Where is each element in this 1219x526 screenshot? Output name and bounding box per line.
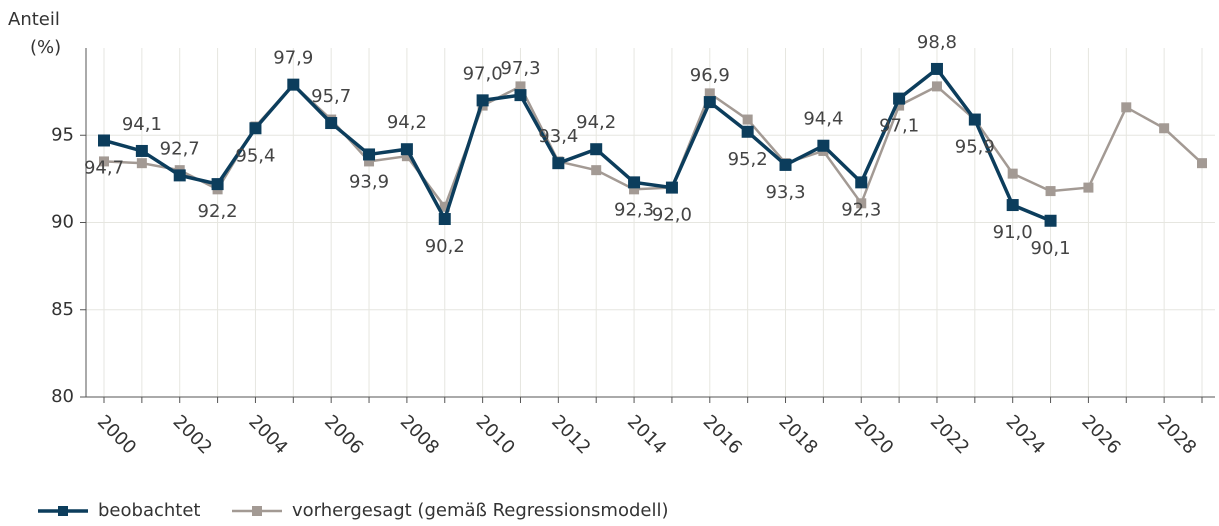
x-tick-label: 2024 [1002, 411, 1049, 458]
data-label: 92,3 [614, 199, 654, 220]
data-label: 95,2 [728, 149, 768, 170]
series-marker [136, 158, 147, 169]
series-marker [249, 122, 262, 135]
series-marker [894, 100, 905, 111]
data-label: 94,2 [576, 112, 616, 133]
series-marker [704, 88, 715, 99]
series-marker [856, 198, 867, 209]
data-label: 96,9 [690, 65, 730, 86]
series-marker [1159, 123, 1170, 134]
series-marker [931, 81, 942, 92]
y-axis-unit: (%) [30, 37, 61, 58]
x-tick-label: 2026 [1077, 411, 1124, 458]
data-label: 94,1 [122, 114, 162, 135]
series-marker [400, 143, 413, 156]
data-label: 97,3 [500, 58, 540, 79]
series-marker [855, 176, 868, 189]
data-label: 92,3 [841, 199, 881, 220]
legend-label: beobachtet [98, 500, 200, 521]
legend-marker [58, 506, 68, 516]
data-label: 91,0 [993, 222, 1033, 243]
series-marker [817, 139, 830, 152]
data-label: 94,4 [803, 109, 843, 130]
series-marker [893, 92, 906, 105]
x-tick-label: 2018 [774, 411, 821, 458]
series-marker [779, 158, 792, 171]
x-tick-label: 2028 [1153, 411, 1200, 458]
x-tick-label: 2004 [244, 411, 291, 458]
data-label: 98,8 [917, 32, 957, 53]
series-marker [439, 201, 450, 212]
series-marker [325, 117, 338, 130]
x-tick-label: 2016 [699, 411, 746, 458]
series-marker [173, 169, 186, 182]
series-marker [1197, 158, 1207, 169]
data-label: 97,9 [273, 48, 313, 69]
data-label: 92,0 [652, 205, 692, 226]
series-marker [968, 113, 981, 126]
data-label: 93,3 [765, 182, 805, 203]
series-marker [363, 148, 376, 161]
series-marker [1083, 182, 1094, 193]
series-marker [629, 184, 640, 195]
series-marker [591, 165, 602, 176]
data-label: 95,4 [235, 145, 275, 166]
series-marker [552, 157, 565, 170]
series-marker [628, 176, 641, 189]
x-tick-label: 2012 [547, 411, 594, 458]
data-label: 94,2 [387, 112, 427, 133]
series-marker [515, 81, 526, 92]
y-axis-label: Anteil [8, 9, 60, 30]
series-marker [99, 156, 109, 167]
y-tick-label: 95 [51, 124, 74, 145]
series-marker [930, 62, 943, 75]
x-tick-label: 2022 [926, 411, 973, 458]
data-label: 90,1 [1031, 238, 1071, 259]
series-marker [401, 151, 412, 162]
y-tick-label: 90 [51, 212, 74, 233]
series-marker [364, 156, 375, 167]
x-tick-label: 2010 [472, 411, 519, 458]
series-marker [476, 94, 489, 107]
legend-label: vorhergesagt (gemäß Regressionsmodell) [292, 500, 668, 521]
series-marker [211, 178, 224, 191]
x-tick-label: 2006 [320, 411, 367, 458]
x-tick-label: 2020 [850, 411, 897, 458]
x-tick-label: 2002 [169, 411, 216, 458]
data-label: 97,0 [463, 63, 503, 84]
series-marker [741, 125, 754, 138]
data-label: 92,2 [198, 201, 238, 222]
series-marker [1045, 186, 1056, 197]
series-marker [98, 134, 110, 147]
data-label: 93,9 [349, 171, 389, 192]
series-marker [1121, 102, 1132, 113]
y-tick-label: 85 [51, 299, 74, 320]
series-marker [1007, 168, 1018, 179]
x-tick-label: 2014 [623, 411, 670, 458]
series-marker [287, 78, 300, 91]
series-marker [1006, 199, 1019, 212]
series-line [103, 66, 1052, 224]
series-marker [665, 181, 678, 194]
x-tick-label: 2008 [396, 411, 443, 458]
data-label: 95,7 [311, 86, 351, 107]
x-tick-label: 2000 [93, 411, 140, 458]
data-label: 93,4 [538, 126, 578, 147]
y-tick-label: 80 [51, 386, 74, 407]
series-marker [1044, 214, 1057, 227]
data-label: 97,1 [879, 116, 919, 137]
data-label: 94,7 [84, 157, 124, 178]
series-marker [742, 114, 753, 125]
series-marker [703, 96, 716, 109]
series-marker [514, 89, 527, 102]
series-marker [438, 213, 451, 226]
legend-marker [252, 506, 262, 516]
data-label: 95,9 [955, 137, 995, 158]
data-label: 92,7 [160, 138, 200, 159]
series-marker [590, 143, 603, 156]
series-marker [135, 144, 148, 157]
data-label: 90,2 [425, 236, 465, 257]
